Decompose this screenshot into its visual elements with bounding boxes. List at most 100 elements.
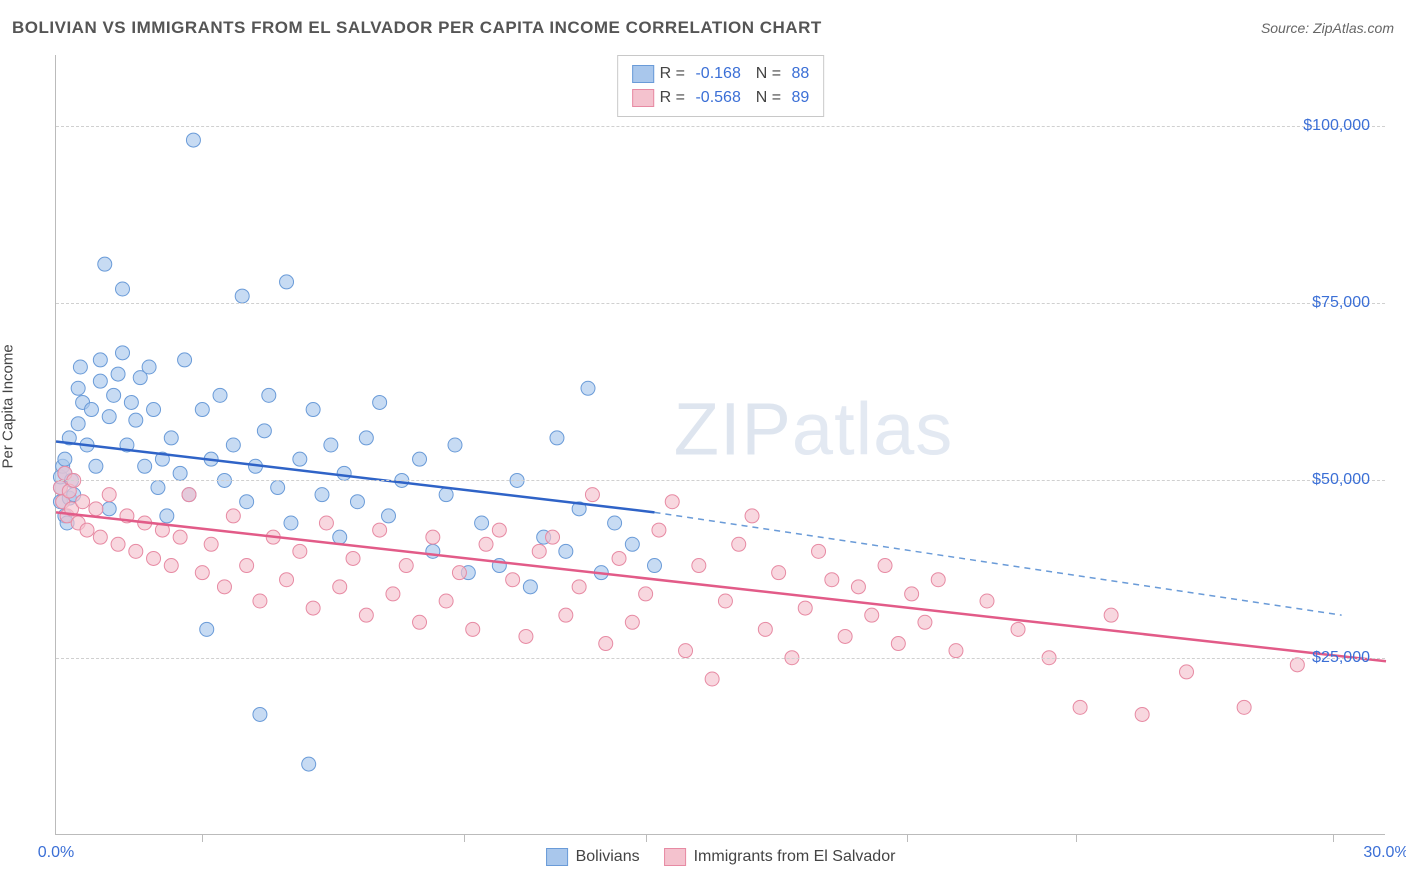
scatter-point [284,516,298,530]
scatter-point [142,360,156,374]
scatter-point [949,644,963,658]
scatter-point [679,644,693,658]
legend-row-2: R = -0.568 N = 89 [632,86,810,110]
scatter-point [98,257,112,271]
scatter-point [758,622,772,636]
y-tick-label: $25,000 [1312,649,1370,667]
legend-label: Bolivians [576,848,640,866]
x-minor-tick [907,834,908,842]
scatter-point [195,566,209,580]
scatter-point [652,523,666,537]
scatter-point [1290,658,1304,672]
scatter-point [164,559,178,573]
scatter-point [333,580,347,594]
scatter-point [625,615,639,629]
scatter-point [129,544,143,558]
scatter-point [173,530,187,544]
scatter-point [705,672,719,686]
scatter-point [559,608,573,622]
scatter-point [550,431,564,445]
scatter-point [559,544,573,558]
scatter-point [413,615,427,629]
scatter-point [1180,665,1194,679]
legend-n-value-2: 89 [792,86,810,110]
scatter-point [546,530,560,544]
scatter-point [235,289,249,303]
scatter-point [665,495,679,509]
scatter-point [506,573,520,587]
scatter-point [599,637,613,651]
scatter-point [386,587,400,601]
correlation-legend: R = -0.168 N = 88 R = -0.568 N = 89 [617,55,825,117]
scatter-point [439,488,453,502]
scatter-point [475,516,489,530]
scatter-point [1073,700,1087,714]
series-legend: Bolivians Immigrants from El Salvador [546,848,896,866]
scatter-point [1104,608,1118,622]
scatter-point [226,509,240,523]
scatter-point [213,388,227,402]
grid-line [56,658,1385,659]
scatter-point [306,601,320,615]
scatter-point [519,629,533,643]
scatter-point [257,424,271,438]
scatter-point [124,395,138,409]
legend-r-label: R = [660,62,690,86]
scatter-point [240,495,254,509]
scatter-point [639,587,653,601]
scatter-point [346,551,360,565]
y-tick-label: $50,000 [1312,471,1370,489]
scatter-point [195,403,209,417]
scatter-point [89,459,103,473]
scatter-point [838,629,852,643]
scatter-point [572,580,586,594]
trend-line [56,512,1386,661]
legend-swatch-pink [632,89,654,107]
scatter-point [399,559,413,573]
scatter-point [186,133,200,147]
scatter-point [102,502,116,516]
scatter-point [1011,622,1025,636]
scatter-point [151,481,165,495]
scatter-point [93,374,107,388]
scatter-point [164,431,178,445]
x-minor-tick [464,834,465,842]
scatter-point [426,530,440,544]
scatter-point [523,580,537,594]
x-tick-label: 30.0% [1363,844,1406,862]
scatter-point [89,502,103,516]
scatter-point [253,707,267,721]
scatter-point [532,544,546,558]
grid-line [56,126,1385,127]
scatter-point [812,544,826,558]
scatter-point [732,537,746,551]
y-tick-label: $100,000 [1303,117,1370,135]
scatter-point [585,488,599,502]
scatter-point [918,615,932,629]
scatter-point [772,566,786,580]
scatter-point [878,559,892,573]
scatter-point [382,509,396,523]
scatter-point [718,594,732,608]
chart-svg [56,55,1385,834]
scatter-point [319,516,333,530]
x-minor-tick [1333,834,1334,842]
legend-label: Immigrants from El Salvador [694,848,896,866]
scatter-point [116,282,130,296]
scatter-point [102,410,116,424]
legend-item-elsalvador: Immigrants from El Salvador [664,848,896,866]
scatter-point [111,537,125,551]
legend-swatch-elsalvador [664,848,686,866]
scatter-point [111,367,125,381]
scatter-point [147,403,161,417]
trend-line-extrapolated [655,512,1342,615]
scatter-point [980,594,994,608]
scatter-point [373,395,387,409]
legend-swatch-blue [632,65,654,83]
scatter-point [280,275,294,289]
scatter-point [178,353,192,367]
scatter-point [492,523,506,537]
scatter-point [93,530,107,544]
source-credit: Source: ZipAtlas.com [1261,20,1394,36]
scatter-point [479,537,493,551]
